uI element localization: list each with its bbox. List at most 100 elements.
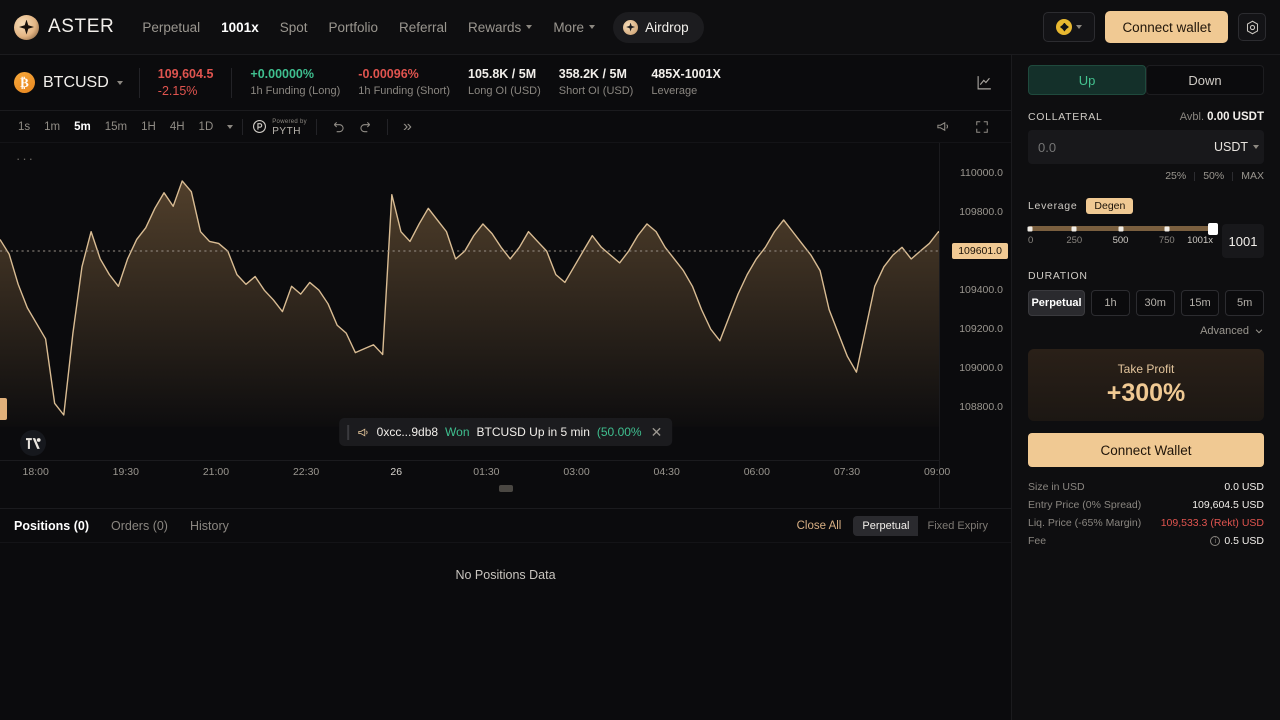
announcement-icon[interactable] [930,119,957,134]
direction-up-tab[interactable]: Up [1028,65,1146,95]
nav-item-1001x[interactable]: 1001x [221,20,259,35]
time-axis-label: 19:30 [112,466,139,478]
pyth-provider-badge[interactable]: Powered by PYTH [252,117,307,137]
quick-pct-25[interactable]: 25% [1165,170,1187,182]
connect-wallet-button[interactable]: Connect wallet [1105,11,1228,43]
summary-key: Size in USD [1028,481,1085,493]
slider-tick-label: 250 [1066,235,1083,246]
direction-down-tab[interactable]: Down [1146,65,1264,95]
quick-percent-buttons: 25% 50% MAX [1028,170,1264,182]
chevron-down-icon[interactable] [227,124,234,129]
nav-item-more[interactable]: More [553,20,596,35]
tab-positions-0-[interactable]: Positions (0) [14,518,90,533]
duration-options: Perpetual 1h 30m 15m 5m [1028,290,1265,316]
segment-perpetual[interactable]: Perpetual [853,515,919,536]
segment-fixed-expiry[interactable]: Fixed Expiry [927,519,988,532]
undo-icon[interactable] [326,120,352,134]
time-axis-label: 07:30 [833,466,861,478]
nav-item-portfolio[interactable]: Portfolio [328,20,378,35]
brand-name: ASTER [48,16,115,37]
toast-percent: (50.00% [596,425,642,439]
timeframe-4h[interactable]: 4H [169,120,185,133]
collateral-input-wrap[interactable]: USDT [1028,130,1264,164]
tab-history[interactable]: History [189,518,229,533]
quick-pct-max[interactable]: MAX [1241,170,1264,182]
chevron-down-icon [1253,145,1260,149]
timeframe-15m[interactable]: 15m [104,120,128,133]
price-axis[interactable]: 110000.0 109800.0 109400.0 109200.0 109000.0… [939,143,1011,508]
more-tools-icon[interactable]: » [402,117,412,135]
chart-menu-icon[interactable]: ··· [16,151,35,166]
degen-badge: Degen [1086,198,1134,214]
market-stat: +0.00000% 1h Funding (Long) [232,66,340,99]
avbl-prefix: Avbl. [1179,111,1205,123]
settings-button[interactable] [1238,13,1266,41]
price-chart[interactable]: ··· 110000.0 109800.0 109400.0 109200.0 1090… [0,143,1011,508]
duration-30m[interactable]: 30m [1135,290,1175,316]
divider [231,67,233,98]
nav-item-perpetual[interactable]: Perpetual [142,20,200,35]
market-stat-list: +0.00000% 1h Funding (Long) -0.00096% 1h Fu… [232,66,720,99]
notification-toast[interactable]: 0xcc...9db8 Won BTCUSD Up in 5 min (50.0… [338,418,673,446]
positions-tabs: Positions (0) Orders (0) History Close All… [0,509,1011,543]
toast-address: 0xcc...9db8 [376,425,439,439]
currency-label: USDT [1214,140,1249,154]
nav-item-airdrop[interactable]: Airdrop [613,11,704,43]
time-axis-label: 01:30 [473,466,500,478]
nav-item-spot[interactable]: Spot [280,20,308,35]
close-icon[interactable]: ✕ [650,424,663,440]
close-all-button[interactable]: Close All [796,519,842,532]
tab-orders-0-[interactable]: Orders (0) [111,518,168,533]
duration-5m[interactable]: 5m [1225,290,1265,316]
symbol-selector[interactable]: ₿ BTCUSD [14,72,139,93]
timeframe-1m[interactable]: 1m [44,120,61,133]
pyth-name: PYTH [272,125,301,137]
market-stat-label: Leverage [651,85,698,97]
timeframe-1s[interactable]: 1s [18,120,31,133]
time-axis[interactable]: 18:00 19:30 21:00 22:30 26 01:30 03:00 04:30 06:… [0,460,950,482]
left-price-marker [0,398,7,420]
tradingview-logo-icon[interactable] [20,430,46,456]
nav-item-rewards[interactable]: Rewards [468,19,533,35]
info-icon[interactable]: i [1210,536,1221,547]
summary-value: i 0.5 USD [1210,535,1264,547]
timeframe-1h[interactable]: 1H [141,120,156,133]
nav-item-label: Referral [399,19,448,35]
chart-type-button[interactable] [971,70,997,96]
nav-item-label: Rewards [468,19,522,35]
advanced-toggle[interactable]: Advanced [1028,325,1264,337]
leverage-slider[interactable]: 0 250 500 750 1001x [1027,222,1218,249]
collateral-amount-input[interactable] [1038,139,1214,155]
chain-selector[interactable] [1043,12,1096,42]
top-nav-right: Connect wallet [1043,11,1266,43]
quick-pct-50[interactable]: 50% [1203,170,1225,182]
chart-toolbar: 1s 1m 5m 15m 1H 4H 1D Powered by PYTH [0,111,1011,143]
nav-item-referral[interactable]: Referral [399,20,447,35]
divider [138,67,140,98]
toast-accent [346,424,349,440]
timeframe-5m[interactable]: 5m [74,120,91,133]
redo-icon[interactable] [352,120,378,134]
chart-scroll-handle[interactable] [498,485,513,492]
slider-knob[interactable] [1208,222,1218,235]
leverage-value-box[interactable]: 1001 [1222,224,1264,258]
market-stat: 358.2K / 5M Short OI (USD) [541,66,634,99]
summary-key: Liq. Price (-65% Margin) [1028,517,1142,529]
fullscreen-icon[interactable] [969,120,995,134]
currency-selector[interactable]: USDT [1214,140,1260,154]
positions-empty-state: No Positions Data [455,568,556,582]
divider [386,118,388,135]
summary-value: 109,604.5 USD [1192,499,1264,511]
slider-track[interactable] [1027,222,1218,235]
direction-tabs: Up Down [1028,65,1264,95]
duration-15m[interactable]: 15m [1180,290,1220,316]
connect-wallet-cta[interactable]: Connect Wallet [1028,433,1264,467]
market-stat-value: 358.2K / 5M [558,67,627,81]
duration-perpetual[interactable]: Perpetual [1028,290,1086,316]
brand-logo[interactable]: ASTER [14,14,115,40]
body-split: ₿ BTCUSD 109,604.5 -2.15% +0.00000% 1h Fu… [0,55,1280,720]
market-change: -2.15% [157,83,198,98]
duration-1h[interactable]: 1h [1091,290,1130,316]
timeframe-1d[interactable]: 1D [198,120,214,133]
